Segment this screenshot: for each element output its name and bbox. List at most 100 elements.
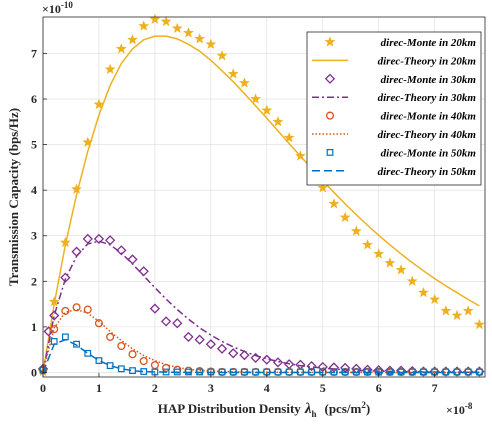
y-tick-label: 5 xyxy=(31,138,37,152)
data-point xyxy=(72,303,81,312)
y-axis-label: Transmission Capacity (bps/Hz) xyxy=(6,108,21,286)
legend-swatch xyxy=(324,36,336,47)
y-tick-label: 3 xyxy=(31,229,37,243)
data-point xyxy=(171,22,183,34)
x-tick-label: 5 xyxy=(320,381,326,395)
data-point xyxy=(127,34,139,45)
data-point xyxy=(227,68,239,79)
data-point xyxy=(71,183,83,194)
y-tick-label: 2 xyxy=(31,274,37,288)
x-tick-label: 4 xyxy=(264,381,270,395)
data-point xyxy=(149,303,161,314)
data-point xyxy=(61,306,70,315)
data-point xyxy=(362,239,373,250)
data-point xyxy=(239,350,250,361)
data-point xyxy=(49,310,60,321)
data-point xyxy=(317,361,328,373)
data-point xyxy=(116,245,127,256)
data-point xyxy=(395,264,407,275)
legend-entry: direc-Theory in 20km xyxy=(312,55,476,67)
legend-label: direc-Theory in 20km xyxy=(378,55,477,67)
data-point xyxy=(93,98,105,110)
data-point xyxy=(462,305,474,316)
data-point xyxy=(160,15,172,27)
data-point xyxy=(350,225,362,236)
series-line xyxy=(42,338,480,374)
data-point xyxy=(429,293,441,305)
data-point xyxy=(93,233,105,245)
x-tick-label: 2 xyxy=(152,381,158,395)
x-tick-label: 6 xyxy=(376,381,382,395)
legend-label: direc-Monte in 30km xyxy=(381,74,477,86)
series-1 xyxy=(42,35,480,373)
data-point xyxy=(261,104,273,116)
y-multiplier: ×10-10 xyxy=(42,0,73,16)
data-point xyxy=(183,331,194,343)
data-point xyxy=(451,309,463,321)
data-point xyxy=(339,211,351,223)
data-point xyxy=(182,27,194,38)
data-point xyxy=(473,318,485,330)
legend-entry: direc-Theory in 50km xyxy=(312,166,476,178)
data-point xyxy=(384,257,396,268)
legend-label: direc-Monte in 20km xyxy=(381,37,477,49)
legend-entry: direc-Monte in 20km xyxy=(324,36,477,49)
data-point xyxy=(194,33,206,44)
data-point xyxy=(406,275,418,286)
data-point xyxy=(106,362,114,370)
data-point xyxy=(149,13,161,24)
y-tick-label: 4 xyxy=(31,183,37,197)
legend-label: direc-Theory in 50km xyxy=(378,166,477,178)
data-point xyxy=(50,325,59,334)
data-point xyxy=(139,357,148,366)
legend-entry: direc-Theory in 40km xyxy=(312,129,476,141)
y-tick-label: 0 xyxy=(31,365,37,379)
data-point xyxy=(150,361,159,370)
data-point xyxy=(117,341,126,351)
legend-label: direc-Theory in 30km xyxy=(378,92,477,104)
data-point xyxy=(362,364,373,375)
ticks: 0 1 2 3 4 5 6 7 0 1 2 3 4 5 6 7 xyxy=(31,46,438,395)
data-point xyxy=(95,357,103,364)
legend-swatch xyxy=(324,73,336,84)
legend-swatch xyxy=(326,149,334,156)
y-tick-label: 1 xyxy=(31,320,37,334)
x-axis-label: HAP Distribution Density λh (pcs/m2) xyxy=(158,400,370,419)
data-point xyxy=(138,266,149,277)
legend-label: direc-Theory in 40km xyxy=(378,129,477,141)
data-point xyxy=(216,343,228,354)
x-tick-label: 3 xyxy=(208,381,214,395)
data-point xyxy=(194,334,205,345)
data-point xyxy=(228,348,239,359)
data-point xyxy=(138,20,150,31)
legend-label: direc-Monte in 40km xyxy=(381,111,477,123)
data-point xyxy=(82,233,93,245)
data-point xyxy=(328,198,340,209)
legend-entry: direc-Theory in 30km xyxy=(312,92,476,104)
data-point xyxy=(172,318,183,329)
data-point xyxy=(440,305,452,316)
legend-entry: direc-Monte in 50km xyxy=(326,147,477,159)
data-point xyxy=(317,182,329,193)
data-point xyxy=(94,319,103,328)
y-tick-label: 7 xyxy=(31,46,37,60)
data-point xyxy=(205,38,217,50)
legend-entry: direc-Monte in 30km xyxy=(324,73,477,86)
data-point xyxy=(238,77,250,88)
legend-label: direc-Monte in 50km xyxy=(381,147,477,159)
data-point xyxy=(283,131,295,143)
x-tick-label: 7 xyxy=(432,381,438,395)
data-point xyxy=(328,362,340,373)
data-point xyxy=(104,63,116,75)
data-point xyxy=(160,316,172,327)
data-point xyxy=(115,43,127,54)
data-point xyxy=(60,272,71,283)
x-tick-label: 1 xyxy=(96,381,102,395)
x-tick-label: 0 xyxy=(40,381,46,395)
legend-entry: direc-Monte in 40km xyxy=(325,111,477,123)
y-tick-label: 6 xyxy=(31,92,37,106)
data-point xyxy=(106,332,115,341)
data-point xyxy=(272,116,284,127)
data-point xyxy=(417,286,429,298)
